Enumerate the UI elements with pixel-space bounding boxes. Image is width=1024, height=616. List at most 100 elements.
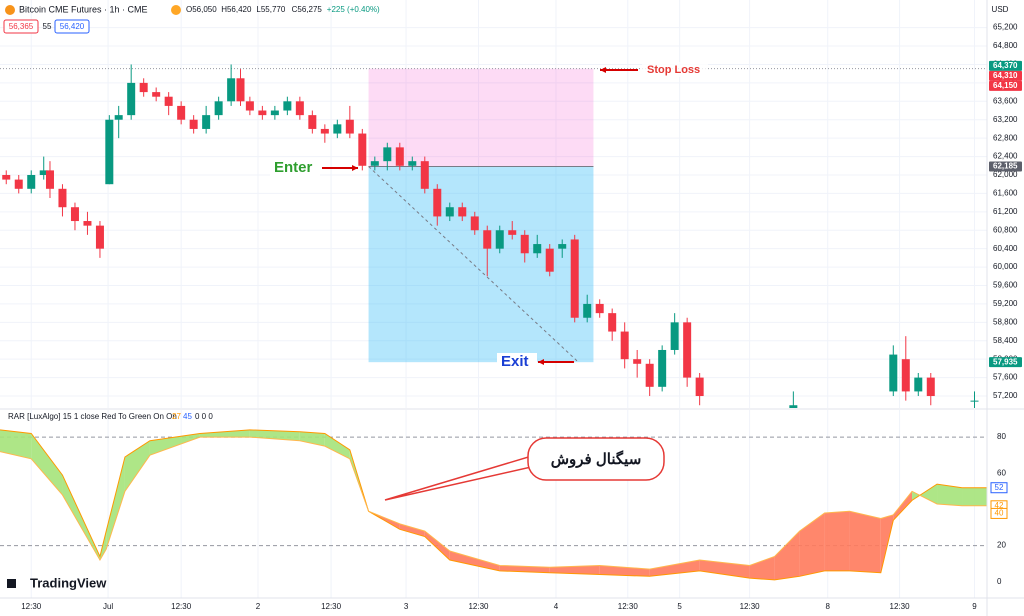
candle-body — [901, 359, 910, 392]
candle-body — [595, 303, 604, 314]
x-tick-label: 9 — [972, 602, 977, 611]
candle-body — [258, 110, 267, 116]
label-bg — [270, 159, 320, 177]
ribbon-fill — [324, 433, 350, 459]
y-tick-label: 60,800 — [993, 225, 1018, 234]
candle-body — [495, 230, 504, 249]
price-label: 57,935 — [993, 357, 1018, 366]
y-tick-label: 59,600 — [993, 281, 1018, 290]
x-tick-label: 12:30 — [171, 602, 192, 611]
status-icon — [171, 5, 181, 15]
ribbon-fill — [299, 431, 325, 447]
candle-body — [458, 207, 467, 217]
y-tick-label: 57,600 — [993, 373, 1018, 382]
candle-body — [370, 161, 379, 166]
candle-body — [645, 363, 654, 387]
ribbon-fill — [912, 484, 938, 504]
buy-box[interactable] — [54, 19, 90, 34]
indicator-pane — [0, 410, 987, 598]
price-label-bg — [989, 70, 1022, 81]
logo-text: TradingView — [30, 575, 107, 590]
candle-body — [683, 322, 692, 378]
x-tick-label: 3 — [404, 602, 409, 611]
y-tick-label: 62,000 — [993, 170, 1018, 179]
candle-body — [2, 174, 11, 180]
candle-body — [926, 377, 935, 397]
ribbon-fill — [849, 511, 881, 573]
ribbon-fill — [937, 484, 963, 506]
candle-body — [608, 313, 617, 332]
currency: USD — [992, 5, 1009, 14]
candle-body — [152, 92, 161, 97]
price-label-bg — [989, 357, 1022, 368]
candle-body — [508, 230, 517, 235]
candle-body — [39, 170, 48, 175]
candle-body — [320, 128, 329, 134]
candle-body — [570, 239, 579, 318]
candle-body — [177, 105, 186, 120]
candle-body — [308, 115, 317, 129]
price-label: 64,150 — [993, 81, 1018, 90]
indicator-label-bg — [990, 482, 1008, 494]
ribbon-fill — [399, 523, 425, 537]
sell-price: 56,365 — [9, 22, 34, 31]
candle-body — [139, 82, 148, 93]
logo: TradingView — [7, 575, 107, 590]
label-bg — [642, 62, 708, 77]
ribbon-fill — [962, 487, 987, 506]
candle-body — [670, 322, 679, 350]
candle-body — [889, 354, 898, 392]
indicator-label: 52 — [995, 483, 1004, 492]
candle-body — [58, 188, 67, 208]
y-tick-label: 60,400 — [993, 244, 1018, 253]
indicator-legend: RAR [LuxAlgo] 15 1 close Red To Green On… — [8, 412, 177, 421]
candle-body — [395, 147, 404, 166]
candle-body — [189, 119, 198, 129]
y-tick-label: 62,800 — [993, 133, 1018, 142]
ribbon-fill — [449, 551, 500, 571]
indicator-legend: 45 — [183, 412, 192, 421]
candle-body — [408, 161, 417, 166]
candle-body — [620, 331, 629, 360]
candle-body — [383, 147, 392, 162]
stop-loss-label: Stop Loss — [647, 64, 700, 76]
x-tick-label: 2 — [256, 602, 261, 611]
x-tick-label: 12:30 — [321, 602, 342, 611]
candle-body — [658, 349, 667, 387]
indicator-legend: 0 0 0 — [195, 412, 213, 421]
candle-body — [520, 234, 529, 254]
ribbon-fill — [106, 457, 125, 550]
ribbon-fill — [31, 433, 63, 495]
candle-body — [127, 82, 136, 116]
y-tick-label: 58,400 — [993, 336, 1018, 345]
candle-body — [245, 101, 254, 111]
candle-body — [83, 221, 92, 226]
candle-body — [345, 119, 354, 134]
price-label: 64,310 — [993, 71, 1018, 80]
y-tick-label: 64,800 — [993, 41, 1018, 50]
candle-body — [227, 78, 236, 102]
candle-body — [695, 377, 704, 397]
ohlc-value: C56,275 — [292, 5, 323, 14]
arrow-head — [600, 67, 606, 73]
y-tick-label: 65,200 — [993, 23, 1018, 32]
btc-icon — [5, 5, 15, 15]
x-tick-label: 12:30 — [21, 602, 42, 611]
indicator-line — [0, 429, 987, 581]
candle-body — [789, 405, 798, 408]
callout — [527, 437, 665, 481]
price-label-bg — [989, 60, 1022, 71]
candle-body — [533, 244, 542, 254]
ohlc-value: H56,420 — [221, 5, 252, 14]
candle-body — [583, 303, 592, 318]
candle-body — [445, 207, 454, 217]
candle-body — [333, 124, 342, 134]
price-label: 64,370 — [993, 61, 1018, 70]
candle-body — [236, 78, 245, 102]
x-tick-label: 8 — [825, 602, 830, 611]
candle-body — [358, 133, 367, 166]
y2-tick-label: 20 — [997, 541, 1006, 550]
sell-box[interactable] — [3, 19, 39, 34]
x-tick-label: 4 — [554, 602, 559, 611]
